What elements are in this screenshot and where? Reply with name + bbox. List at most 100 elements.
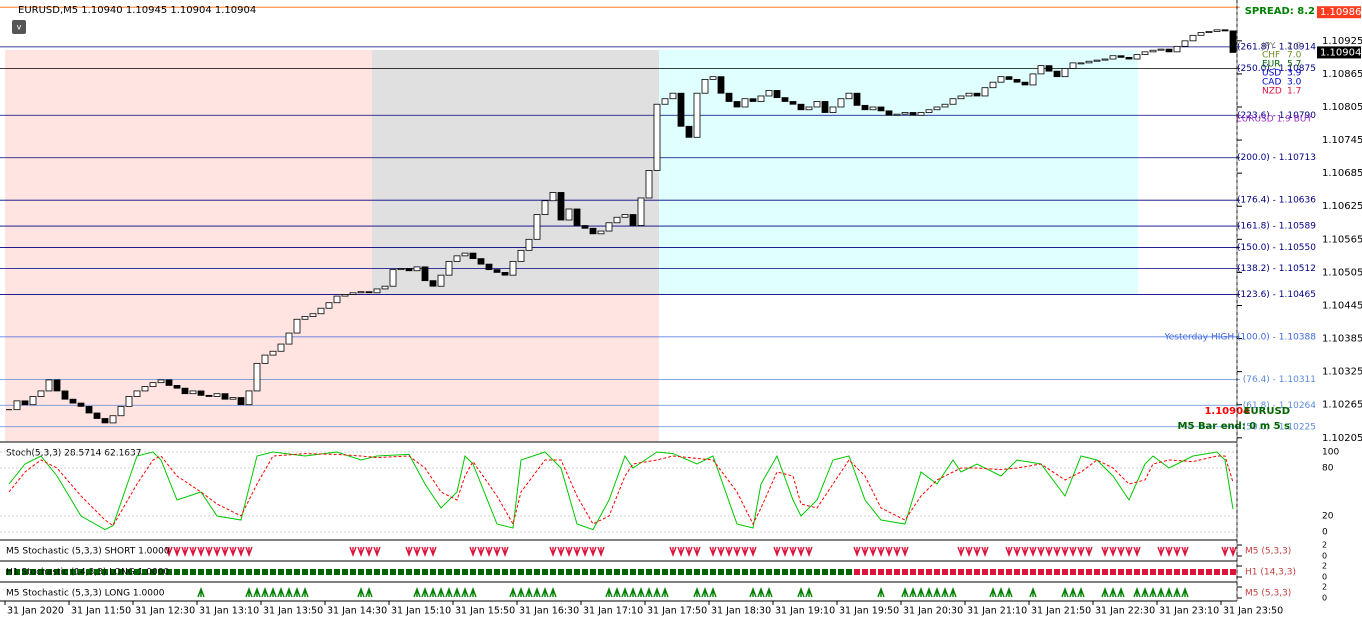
signal-arrow <box>749 546 757 557</box>
candle <box>1093 59 1101 62</box>
signal-arrow <box>581 546 589 557</box>
signal-arrow <box>629 587 637 598</box>
candle <box>397 268 405 271</box>
signal-square <box>158 569 164 575</box>
candle <box>1069 62 1077 69</box>
signal-arrow <box>173 546 181 557</box>
candle <box>1117 55 1125 58</box>
signal-arrow <box>1125 546 1133 557</box>
candle <box>149 382 157 387</box>
signal-square <box>790 569 796 575</box>
signal-square <box>1006 569 1012 575</box>
signal-arrow <box>1157 546 1165 557</box>
candle <box>341 294 349 297</box>
signal-arrow <box>485 546 493 557</box>
signal-square <box>894 569 900 575</box>
signal-arrow <box>917 587 925 598</box>
signal-square <box>478 569 484 575</box>
signal-square <box>334 569 340 575</box>
candle <box>181 387 189 395</box>
signal-square <box>342 569 348 575</box>
signal-arrow <box>453 587 461 598</box>
signal-arrow <box>229 546 237 557</box>
candle <box>917 112 925 116</box>
symbol-header: EURUSD,M5 1.10940 1.10945 1.10904 1.1090… <box>18 5 256 16</box>
collapse-button-label[interactable]: v <box>17 23 22 32</box>
candle <box>637 197 645 226</box>
bar-timer: M5 Bar end: 0 m 5 s <box>1178 421 1290 432</box>
ask-box <box>1317 6 1361 19</box>
candle <box>845 92 853 100</box>
y-tick-label: 1.10505 <box>1322 267 1362 278</box>
signal-arrow <box>949 587 957 598</box>
candle <box>245 390 253 406</box>
signal-arrow <box>789 546 797 557</box>
signal-square <box>70 569 76 575</box>
signal-square <box>998 569 1004 575</box>
signal-arrow <box>253 587 261 598</box>
candle <box>909 112 917 116</box>
candle <box>293 318 301 334</box>
candle <box>901 112 909 115</box>
y-tick-label: 1.10805 <box>1322 102 1362 113</box>
signal-arrow <box>557 546 565 557</box>
fib-level-label: (261.8) - 1.10914 <box>1237 42 1316 52</box>
signal-arrow <box>709 546 717 557</box>
signal-square <box>454 569 460 575</box>
signal-arrow <box>693 546 701 557</box>
signal-square <box>646 569 652 575</box>
candle <box>717 76 725 94</box>
panel-title: H1 Stochastic (14,3,3) LONG 1.0000 <box>6 568 169 578</box>
signal-arrow <box>797 546 805 557</box>
candle <box>1229 30 1237 53</box>
x-tick-label: 31 Jan 11:50 <box>71 606 131 617</box>
candle <box>941 103 949 108</box>
candle <box>277 343 285 352</box>
signal-arrow <box>749 587 757 598</box>
candle <box>701 79 709 94</box>
candle <box>1165 48 1173 53</box>
candle <box>357 291 365 294</box>
signal-square <box>366 569 372 575</box>
signal-arrow <box>1141 587 1149 598</box>
signal-square <box>574 569 580 575</box>
signal-square <box>374 569 380 575</box>
y-tick-label: 1.10445 <box>1322 300 1362 311</box>
signal-arrow <box>573 546 581 557</box>
signal-arrow <box>1021 546 1029 557</box>
signal-square <box>854 569 860 575</box>
signal-square <box>878 569 884 575</box>
signal-arrow <box>525 587 533 598</box>
signal-square <box>94 569 100 575</box>
signal-arrow <box>1181 546 1189 557</box>
zone-cyan <box>659 50 1138 295</box>
signal-arrow <box>461 587 469 598</box>
candle <box>869 106 877 111</box>
signal-square <box>1062 569 1068 575</box>
signal-square <box>1230 569 1236 575</box>
stoch-line <box>8 453 1234 527</box>
signal-square <box>702 569 708 575</box>
signal-arrow <box>1109 546 1117 557</box>
collapse-button[interactable] <box>12 20 26 34</box>
candle <box>517 249 525 262</box>
signal-square <box>134 569 140 575</box>
signal-arrow <box>205 546 213 557</box>
x-tick-label: 31 Jan 12:30 <box>135 606 195 617</box>
signal-arrow <box>1061 587 1069 598</box>
candle <box>1085 60 1093 64</box>
signal-square <box>318 569 324 575</box>
signal-square <box>54 569 60 575</box>
signal-arrow <box>1221 546 1229 557</box>
signal-arrow <box>1085 546 1093 557</box>
candle <box>101 418 109 424</box>
signal-arrow <box>1069 587 1077 598</box>
signal-arrow <box>1173 546 1181 557</box>
signal-arrow <box>357 546 365 557</box>
candle <box>645 169 653 199</box>
candle <box>53 379 61 392</box>
signal-arrow <box>213 546 221 557</box>
signal-square <box>414 569 420 575</box>
candle <box>1077 62 1085 65</box>
signal-square <box>806 569 812 575</box>
